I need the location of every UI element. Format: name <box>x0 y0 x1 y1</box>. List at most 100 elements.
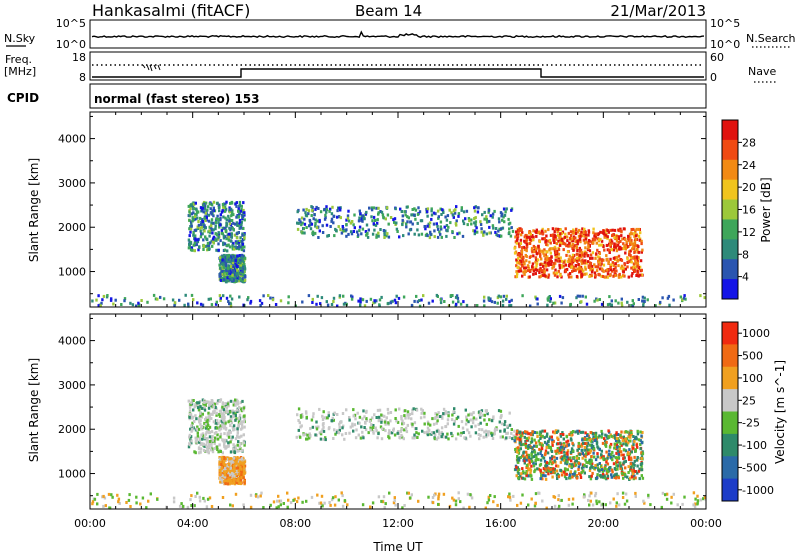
echo-cell <box>212 405 215 409</box>
echo-cell <box>540 229 544 233</box>
echo-cell <box>226 276 229 280</box>
echo-cell <box>297 428 300 432</box>
echo-cell <box>612 474 616 478</box>
echo-cell <box>117 497 121 501</box>
echo-cell <box>183 303 186 307</box>
echo-cell <box>330 303 334 306</box>
echo-cell <box>225 470 228 473</box>
echo-cell <box>525 437 529 441</box>
echo-cell <box>525 471 529 475</box>
echo-cell <box>551 227 555 231</box>
echo-cell <box>303 231 306 235</box>
echo-cell <box>223 441 226 445</box>
echo-cell <box>375 206 378 210</box>
echo-cell <box>436 227 440 231</box>
echo-cell <box>234 270 237 274</box>
echo-cell <box>481 213 484 217</box>
echo-cell <box>242 420 246 424</box>
echo-cell <box>232 228 235 232</box>
echo-cell <box>557 442 560 446</box>
echo-cell <box>641 476 645 480</box>
echo-cell <box>279 503 282 507</box>
echo-cell <box>480 230 483 234</box>
echo-cell <box>457 212 461 216</box>
echo-cell <box>223 473 227 477</box>
echo-cell <box>207 297 210 301</box>
echo-cell <box>545 461 549 465</box>
echo-cell <box>534 230 537 234</box>
echo-cell <box>297 419 300 422</box>
echo-cell <box>209 412 212 416</box>
echo-cell <box>639 447 642 451</box>
echo-cell <box>241 399 244 403</box>
echo-cell <box>594 234 597 238</box>
echo-cell <box>567 443 570 447</box>
echo-cell <box>521 493 524 497</box>
echo-cell <box>243 464 247 468</box>
echo-cell <box>556 275 559 279</box>
echo-cell <box>411 222 414 226</box>
echo-cell <box>613 228 617 232</box>
echo-cell <box>569 234 573 237</box>
echo-cell <box>220 461 224 464</box>
echo-cell <box>239 482 243 486</box>
echo-cell <box>552 470 555 474</box>
echo-cell <box>336 304 339 308</box>
echo-cell <box>389 411 393 414</box>
echo-cell <box>219 218 222 222</box>
echo-cell <box>584 267 587 271</box>
echo-cell <box>207 411 210 415</box>
echo-cell <box>308 224 311 228</box>
echo-cell <box>583 234 586 238</box>
echo-cell <box>489 494 492 497</box>
echo-cell <box>302 208 305 212</box>
echo-cell <box>413 436 416 440</box>
echo-cell <box>606 248 609 252</box>
echo-cell <box>629 254 632 258</box>
echo-cell <box>607 230 610 234</box>
echo-cell <box>205 425 208 429</box>
echo-cell <box>197 440 201 444</box>
echo-cell <box>243 256 247 260</box>
y-tick-label: 4000 <box>58 335 86 348</box>
echo-cell <box>570 449 574 453</box>
echo-cell <box>527 468 530 472</box>
echo-cell <box>703 296 706 300</box>
echo-cell <box>588 494 591 498</box>
nave-tick-bottom: 0 <box>710 71 717 84</box>
echo-cell <box>313 213 316 217</box>
echo-cell <box>386 407 390 411</box>
echo-cell <box>525 245 529 249</box>
echo-cell <box>609 268 613 272</box>
echo-cell <box>256 495 260 499</box>
echo-cell <box>605 254 608 258</box>
echo-cell <box>594 274 597 278</box>
echo-cell <box>235 272 239 275</box>
echo-cell <box>588 249 592 253</box>
echo-cell <box>499 429 502 433</box>
echo-cell <box>580 274 583 278</box>
echo-cell <box>331 496 335 500</box>
echo-cell <box>149 492 152 496</box>
echo-cell <box>570 275 573 279</box>
echo-cell <box>226 431 229 435</box>
echo-cell <box>227 243 230 247</box>
echo-cell <box>224 264 227 267</box>
echo-cell <box>225 257 228 261</box>
echo-cell <box>339 216 342 220</box>
echo-cell <box>205 505 209 509</box>
echo-cell <box>223 242 227 246</box>
echo-cell <box>398 235 401 239</box>
beam-title: Beam 14 <box>355 2 422 20</box>
echo-cell <box>553 504 557 508</box>
echo-cell <box>547 439 550 443</box>
echo-cell <box>576 249 579 252</box>
echo-cell <box>612 264 616 268</box>
echo-cell <box>353 423 357 427</box>
echo-cell <box>622 227 626 231</box>
echo-cell <box>562 442 566 446</box>
echo-cell <box>365 223 369 227</box>
echo-cell <box>372 206 376 210</box>
echo-cell <box>199 216 202 220</box>
echo-cell <box>238 247 241 251</box>
